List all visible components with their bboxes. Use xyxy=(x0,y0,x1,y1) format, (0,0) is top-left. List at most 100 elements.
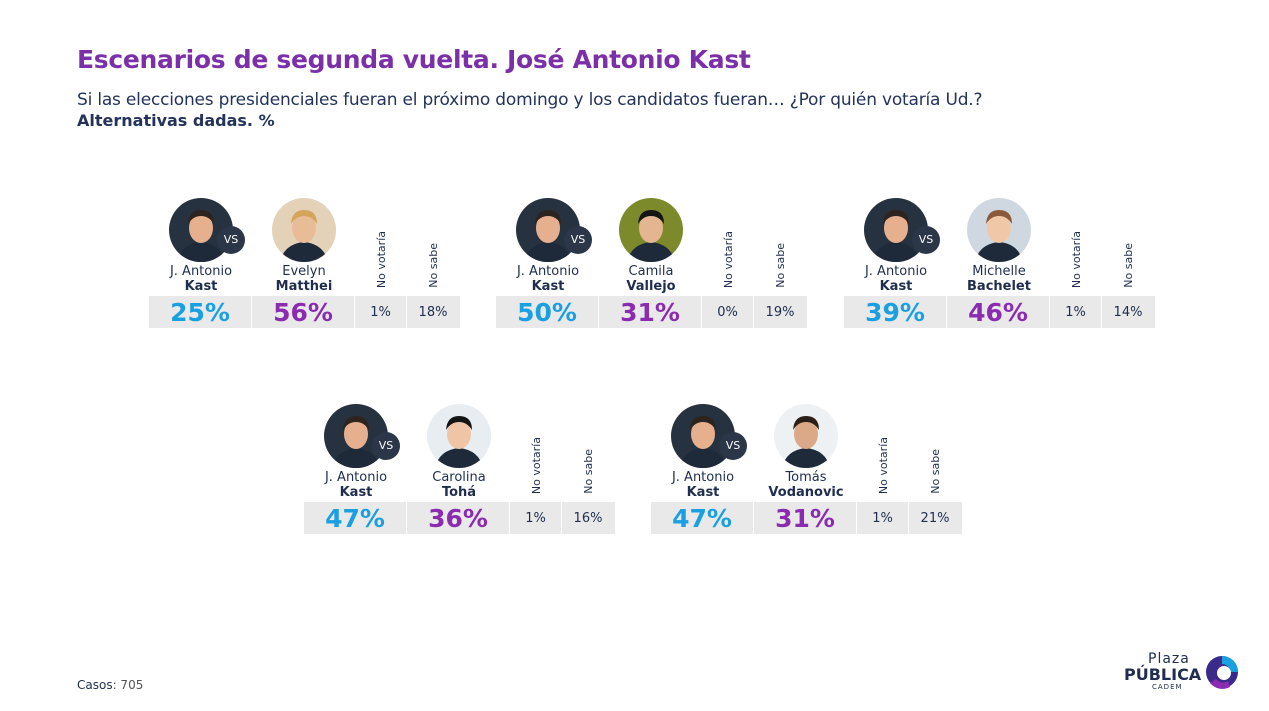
kast-percent: 47% xyxy=(651,502,754,534)
kast-percent: 25% xyxy=(149,296,252,328)
rival-percent: 46% xyxy=(947,296,1050,328)
no-sabe-header: No sabe xyxy=(407,204,459,288)
kast-last-name: Kast xyxy=(339,485,373,500)
logo-publica: PÚBLICA xyxy=(1124,665,1202,684)
kast-first-name: J. Antonio xyxy=(516,264,580,279)
kast-first-name: J. Antonio xyxy=(324,470,388,485)
no-sabe-percent: 18% xyxy=(418,304,448,320)
kast-label: J. Antonio Kast xyxy=(496,264,600,294)
rival-photo xyxy=(967,198,1031,262)
scenario-3: VS J. Antonio Kast Michelle Bachelet No votar… xyxy=(844,198,1155,330)
no-votaria-percent: 0% xyxy=(702,296,754,328)
no-votaria-label: No votaría xyxy=(721,230,735,288)
no-sabe-percent: 19% xyxy=(765,304,795,320)
logo-mark-icon xyxy=(1206,656,1238,689)
no-votaria-label: No votaría xyxy=(1069,230,1083,288)
no-sabe-label: No sabe xyxy=(928,449,942,494)
no-sabe-label: No sabe xyxy=(1121,243,1135,288)
scenario-5: VS J. Antonio Kast Tomás Vodanovic No votaría… xyxy=(651,404,962,536)
percent-row: 47% 36% 1% 16% xyxy=(304,502,615,534)
no-sabe-header: No sabe xyxy=(909,410,961,494)
rival-photo xyxy=(427,404,491,468)
percent-row: 50% 31% 0% 19% xyxy=(496,296,807,328)
rival-percent: 36% xyxy=(407,502,510,534)
rival-first-name: Evelyn xyxy=(282,264,326,279)
rival-label: Carolina Tohá xyxy=(407,470,511,500)
no-sabe-label: No sabe xyxy=(581,449,595,494)
no-sabe-percent: 16% xyxy=(573,510,603,526)
no-votaria-percent: 1% xyxy=(510,502,562,534)
casos-value: : 705 xyxy=(112,678,144,692)
rival-first-name: Camila xyxy=(628,264,674,279)
sample-size: Casos: 705 xyxy=(77,678,143,692)
vs-badge: VS xyxy=(564,226,592,254)
rival-photo xyxy=(619,198,683,262)
page-subtitle: Si las elecciones presidenciales fueran … xyxy=(77,90,983,110)
no-votaria-percent: 1% xyxy=(1050,296,1102,328)
kast-last-name: Kast xyxy=(184,279,218,294)
kast-label: J. Antonio Kast xyxy=(149,264,253,294)
kast-last-name: Kast xyxy=(686,485,720,500)
rival-first-name: Tomás xyxy=(785,470,827,485)
rival-label: Michelle Bachelet xyxy=(947,264,1051,294)
no-votaria-label: No votaría xyxy=(876,436,890,494)
no-sabe-percent: 21% xyxy=(920,510,950,526)
rival-portrait-icon xyxy=(427,404,491,468)
rival-last-name: Vallejo xyxy=(626,279,676,294)
vs-badge: VS xyxy=(217,226,245,254)
rival-photo xyxy=(774,404,838,468)
rival-portrait-icon xyxy=(619,198,683,262)
no-votaria-header: No votaría xyxy=(355,204,407,288)
kast-first-name: J. Antonio xyxy=(671,470,735,485)
no-votaria-header: No votaría xyxy=(1050,204,1102,288)
no-sabe-label: No sabe xyxy=(773,243,787,288)
vs-badge: VS xyxy=(719,432,747,460)
no-votaria-percent: 1% xyxy=(355,296,407,328)
no-sabe-header: No sabe xyxy=(1102,204,1154,288)
rival-percent: 31% xyxy=(599,296,702,328)
no-votaria-label: No votaría xyxy=(374,230,388,288)
rival-first-name: Michelle xyxy=(972,264,1026,279)
rival-portrait-icon xyxy=(272,198,336,262)
percent-row: 47% 31% 1% 21% xyxy=(651,502,962,534)
scenario-2: VS J. Antonio Kast Camila Vallejo No votaría N… xyxy=(496,198,807,330)
kast-label: J. Antonio Kast xyxy=(844,264,948,294)
no-sabe-label: No sabe xyxy=(426,243,440,288)
logo-plaza: Plaza xyxy=(1148,651,1190,667)
rival-last-name: Bachelet xyxy=(967,279,1031,294)
rival-portrait-icon xyxy=(967,198,1031,262)
kast-percent: 50% xyxy=(496,296,599,328)
kast-percent: 47% xyxy=(304,502,407,534)
kast-percent: 39% xyxy=(844,296,947,328)
kast-label: J. Antonio Kast xyxy=(304,470,408,500)
rival-label: Evelyn Matthei xyxy=(252,264,356,294)
vs-badge: VS xyxy=(372,432,400,460)
logo-cadem: CADEM xyxy=(1152,683,1183,691)
no-votaria-percent: 1% xyxy=(857,502,909,534)
kast-last-name: Kast xyxy=(879,279,913,294)
casos-label: Casos xyxy=(77,678,113,692)
vs-badge: VS xyxy=(912,226,940,254)
rival-label: Tomás Vodanovic xyxy=(754,470,858,500)
page-subtitle-units: Alternativas dadas. % xyxy=(77,111,275,130)
rival-label: Camila Vallejo xyxy=(599,264,703,294)
rival-last-name: Matthei xyxy=(275,279,333,294)
percent-row: 25% 56% 1% 18% xyxy=(149,296,460,328)
no-votaria-header: No votaría xyxy=(510,410,562,494)
no-votaria-header: No votaría xyxy=(702,204,754,288)
rival-last-name: Vodanovic xyxy=(768,485,844,500)
no-sabe-header: No sabe xyxy=(754,204,806,288)
rival-portrait-icon xyxy=(774,404,838,468)
kast-last-name: Kast xyxy=(531,279,565,294)
plaza-publica-logo: Plaza PÚBLICA CADEM xyxy=(1124,651,1244,693)
no-sabe-percent: 14% xyxy=(1113,304,1143,320)
rival-percent: 31% xyxy=(754,502,857,534)
scenario-4: VS J. Antonio Kast Carolina Tohá No votaría No… xyxy=(304,404,615,536)
no-votaria-label: No votaría xyxy=(529,436,543,494)
kast-first-name: J. Antonio xyxy=(169,264,233,279)
rival-photo xyxy=(272,198,336,262)
rival-last-name: Tohá xyxy=(441,485,477,500)
kast-first-name: J. Antonio xyxy=(864,264,928,279)
page-title: Escenarios de segunda vuelta. José Anton… xyxy=(77,45,751,74)
rival-first-name: Carolina xyxy=(432,470,486,485)
